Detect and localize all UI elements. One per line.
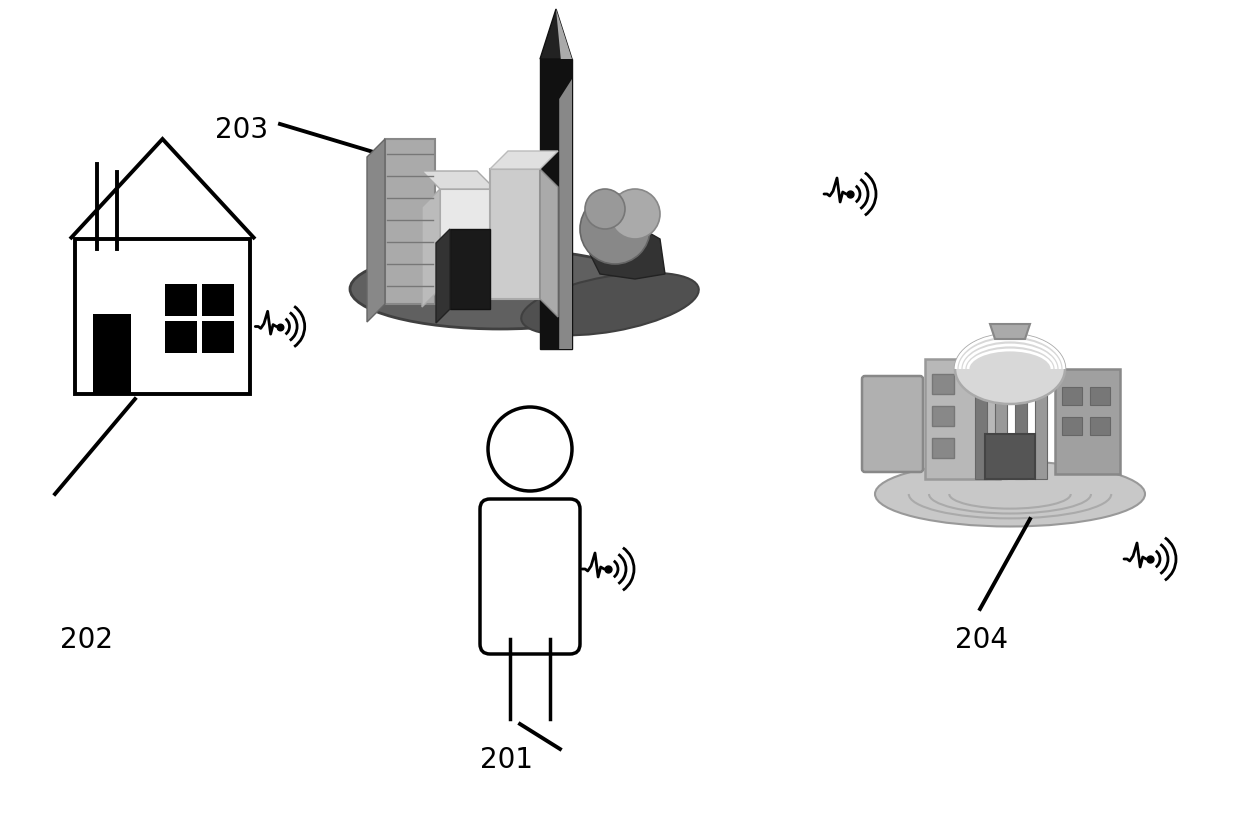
Bar [202, 322, 234, 354]
Bar [994, 390, 1007, 480]
Bar [93, 314, 131, 394]
Bar [165, 284, 197, 317]
Bar [74, 240, 250, 394]
Polygon shape [367, 140, 384, 323]
Polygon shape [539, 60, 572, 350]
Bar [985, 434, 1035, 480]
Ellipse shape [521, 274, 699, 336]
Circle shape [610, 189, 660, 240]
Polygon shape [556, 10, 572, 60]
Polygon shape [539, 170, 558, 318]
Bar [1061, 418, 1083, 436]
Polygon shape [422, 189, 440, 308]
Bar [932, 438, 954, 458]
Bar [440, 189, 495, 289]
Polygon shape [490, 152, 558, 170]
Bar [932, 375, 954, 394]
Bar [1061, 388, 1083, 405]
Ellipse shape [875, 462, 1145, 527]
Bar [490, 170, 539, 299]
Polygon shape [559, 80, 572, 350]
Bar [1090, 388, 1110, 405]
Bar [866, 404, 910, 423]
Bar [1016, 390, 1027, 480]
Polygon shape [990, 325, 1030, 340]
Circle shape [580, 195, 650, 265]
Bar [1055, 370, 1120, 475]
Polygon shape [539, 10, 572, 60]
Bar [925, 360, 999, 480]
Polygon shape [422, 172, 495, 189]
Bar [1090, 418, 1110, 436]
Text: 202: 202 [60, 625, 113, 653]
Bar [932, 407, 954, 427]
Bar [202, 284, 234, 317]
FancyBboxPatch shape [862, 376, 923, 472]
Bar [165, 322, 197, 354]
Polygon shape [590, 220, 665, 280]
Ellipse shape [350, 250, 650, 330]
Text: 201: 201 [480, 745, 533, 773]
Circle shape [585, 189, 625, 230]
Bar [450, 230, 490, 309]
Bar [1035, 390, 1047, 480]
Text: 204: 204 [955, 625, 1008, 653]
Bar [975, 390, 987, 480]
Bar [384, 140, 435, 304]
Polygon shape [436, 230, 450, 323]
Text: 203: 203 [215, 116, 268, 144]
Ellipse shape [955, 335, 1065, 404]
